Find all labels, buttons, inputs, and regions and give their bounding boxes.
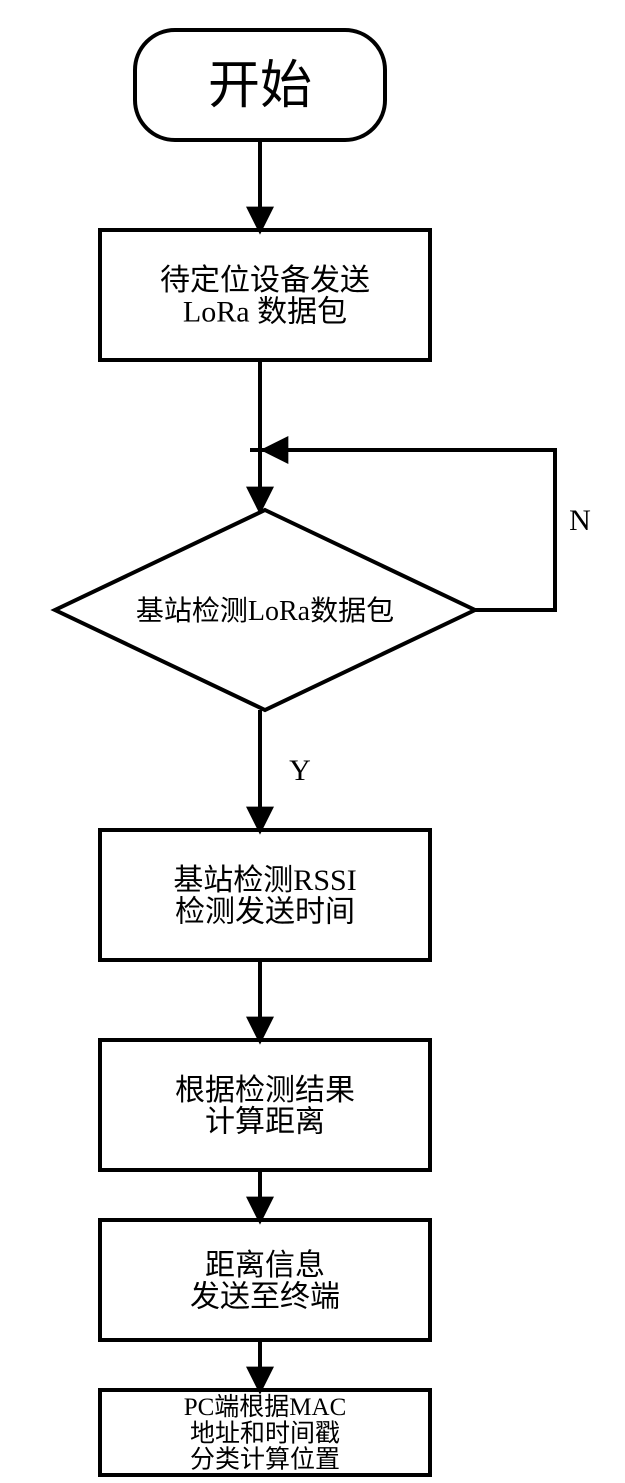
node-dist: 距离信息发送至终端 <box>100 1220 430 1340</box>
edge-e3: Y <box>260 710 311 830</box>
node-rssi: 基站检测RSSI检测发送时间 <box>100 830 430 960</box>
node-calc: 根据检测结果计算距离 <box>100 1040 430 1170</box>
node-calc-label: 根据检测结果计算距离 <box>175 1074 355 1139</box>
node-start-label: 开始 <box>208 58 312 115</box>
node-send-label: 待定位设备发送LoRa 数据包 <box>160 264 370 329</box>
node-dist-label: 距离信息发送至终端 <box>190 1249 340 1314</box>
edge-e4-label: N <box>569 504 591 537</box>
node-start: 开始 <box>135 30 385 140</box>
node-pc: PC端根据MAC地址和时间戳分类计算位置 <box>100 1390 430 1475</box>
node-send: 待定位设备发送LoRa 数据包 <box>100 230 430 360</box>
node-detect-label: 基站检测LoRa数据包 <box>136 595 394 627</box>
node-pc-label: PC端根据MAC地址和时间戳分类计算位置 <box>184 1393 347 1474</box>
edge-e3-label: Y <box>289 754 311 787</box>
node-detect: 基站检测LoRa数据包 <box>55 510 475 710</box>
node-rssi-label: 基站检测RSSI检测发送时间 <box>173 864 356 929</box>
